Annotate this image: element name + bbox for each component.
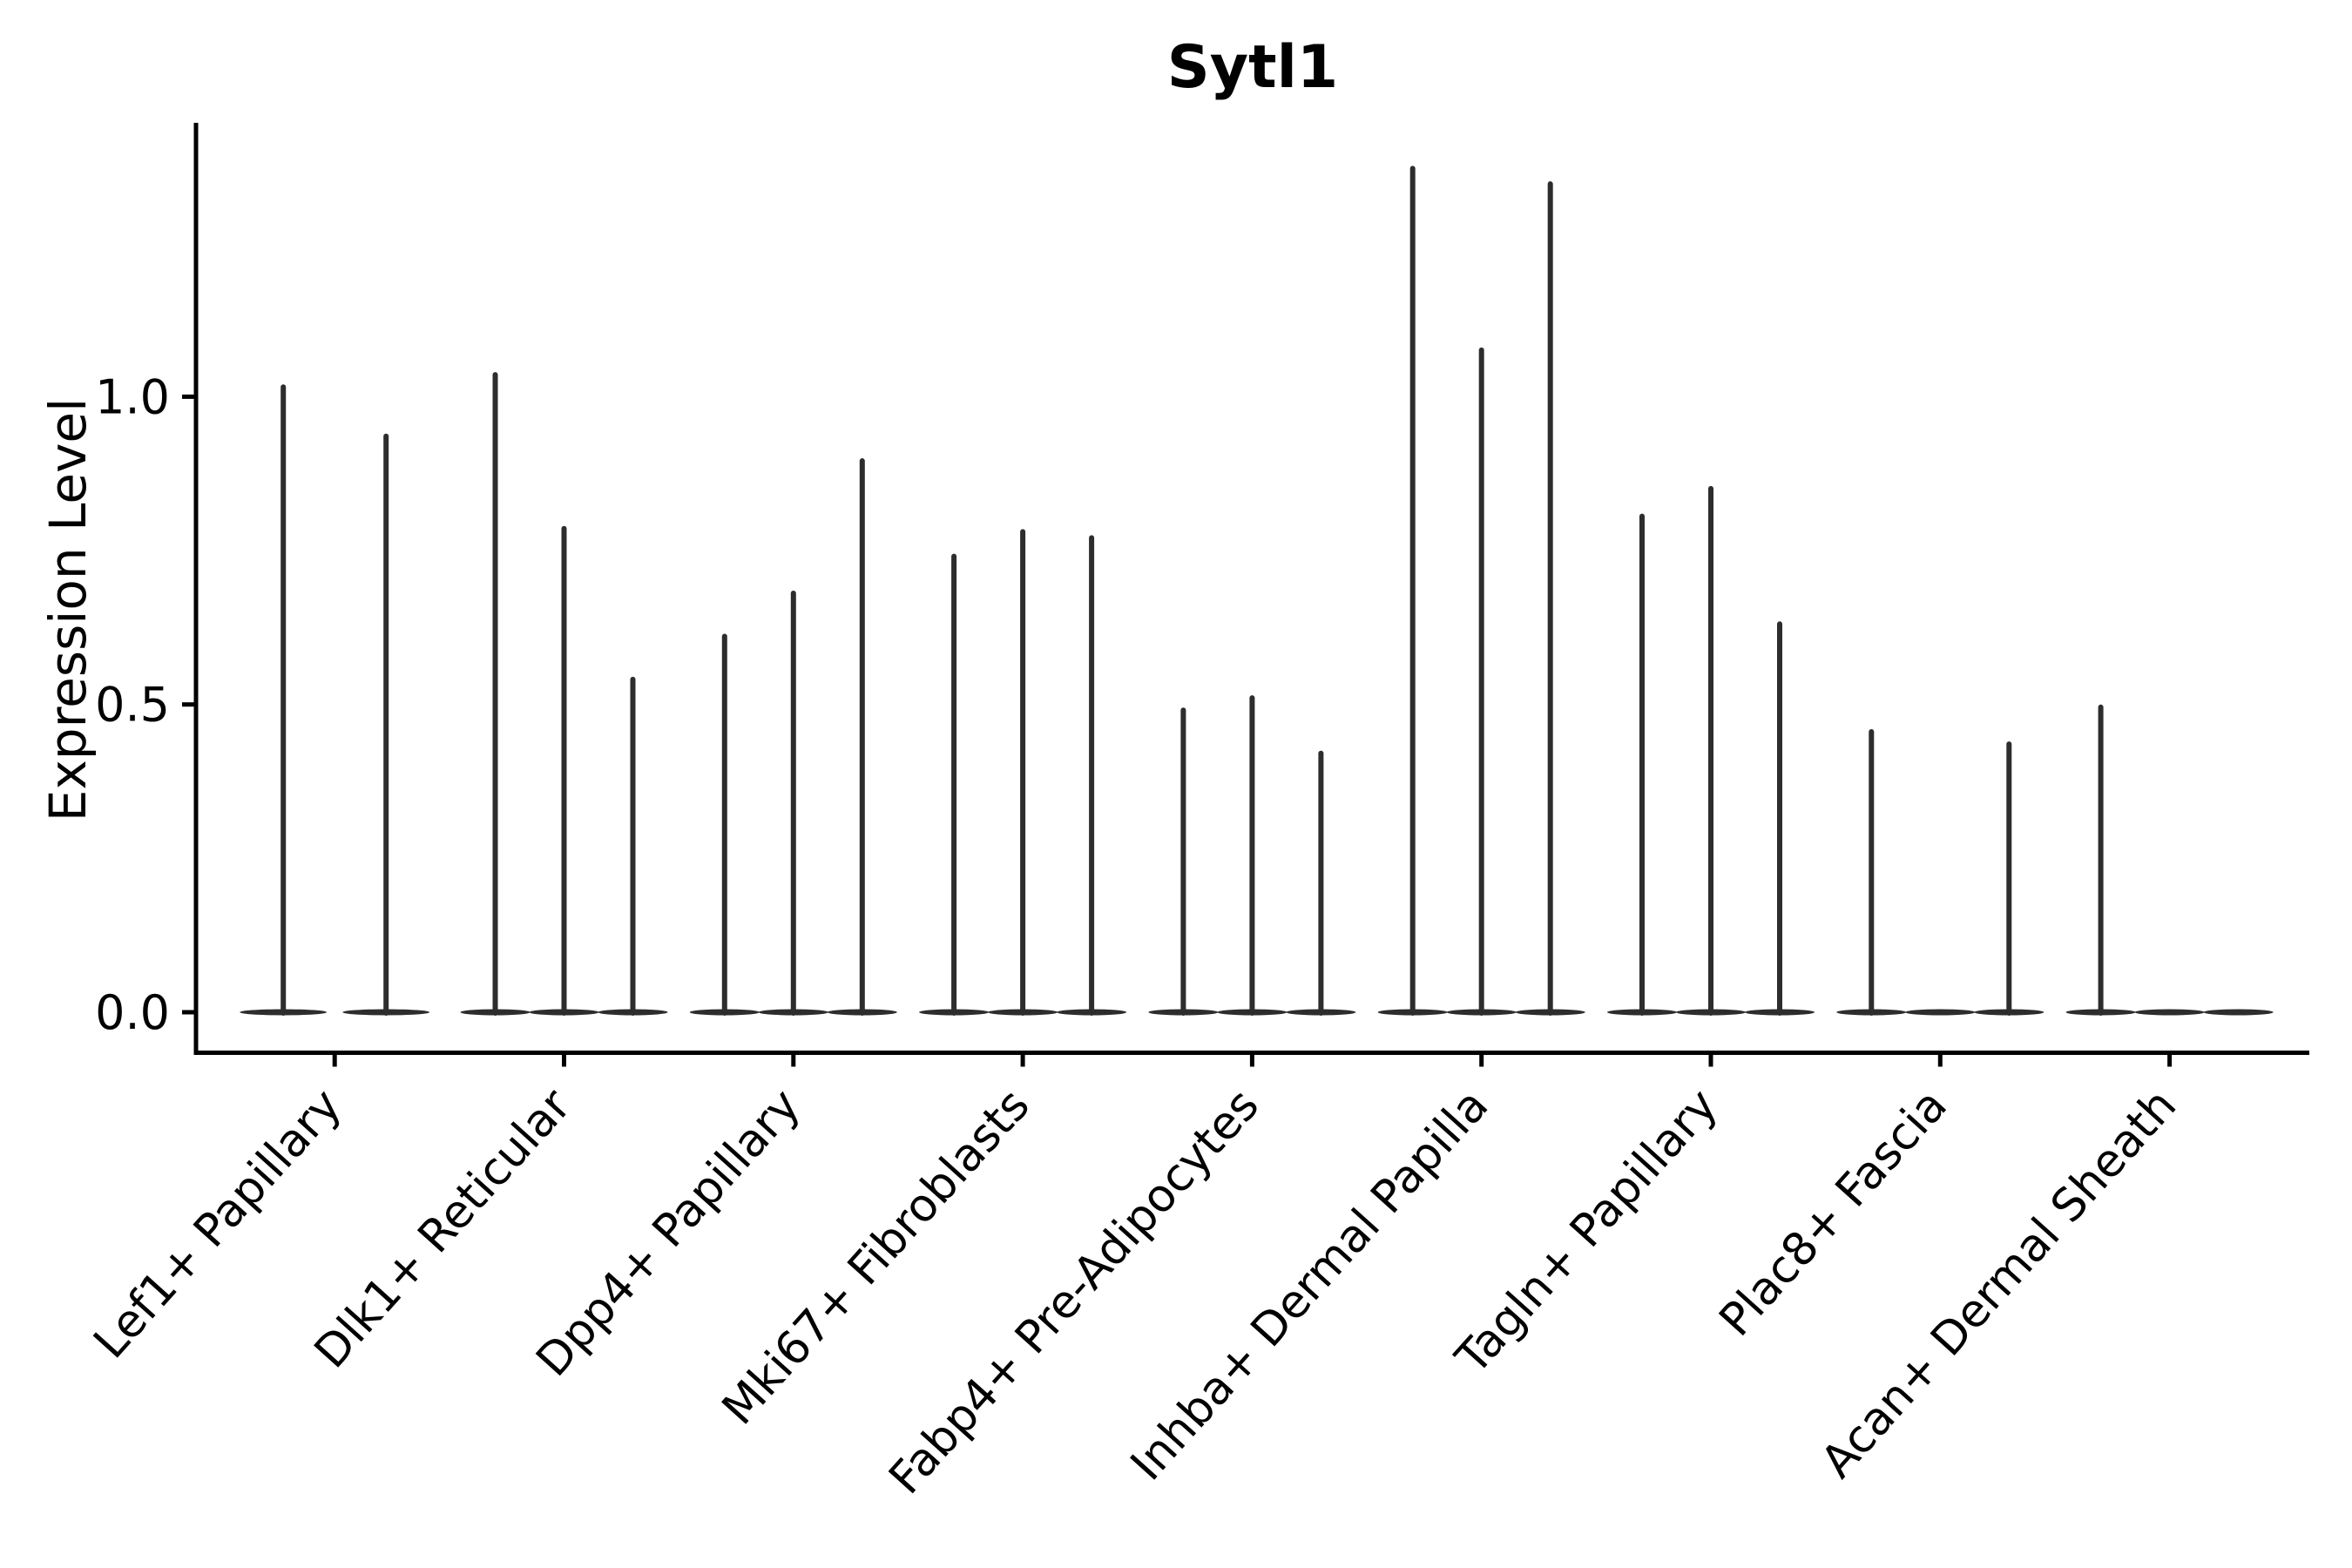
x-tick-label: Plac8+ Fascia <box>1710 1079 1957 1347</box>
violin-base <box>2203 1009 2274 1016</box>
violin-base <box>1905 1009 1976 1016</box>
y-tick-label: 1.0 <box>95 369 170 424</box>
x-tick-label: Dlk1+ Reticular <box>305 1079 582 1379</box>
y-tick-label: 0.0 <box>95 985 170 1040</box>
x-tick-label: Fabp4+ Pre-Adipocytes <box>879 1079 1269 1504</box>
chart-title: Sytl1 <box>1166 33 1339 102</box>
x-tick-label: Lef1+ Papillary <box>84 1079 351 1369</box>
y-tick-label: 0.5 <box>95 678 170 733</box>
violin-base <box>2134 1009 2205 1016</box>
